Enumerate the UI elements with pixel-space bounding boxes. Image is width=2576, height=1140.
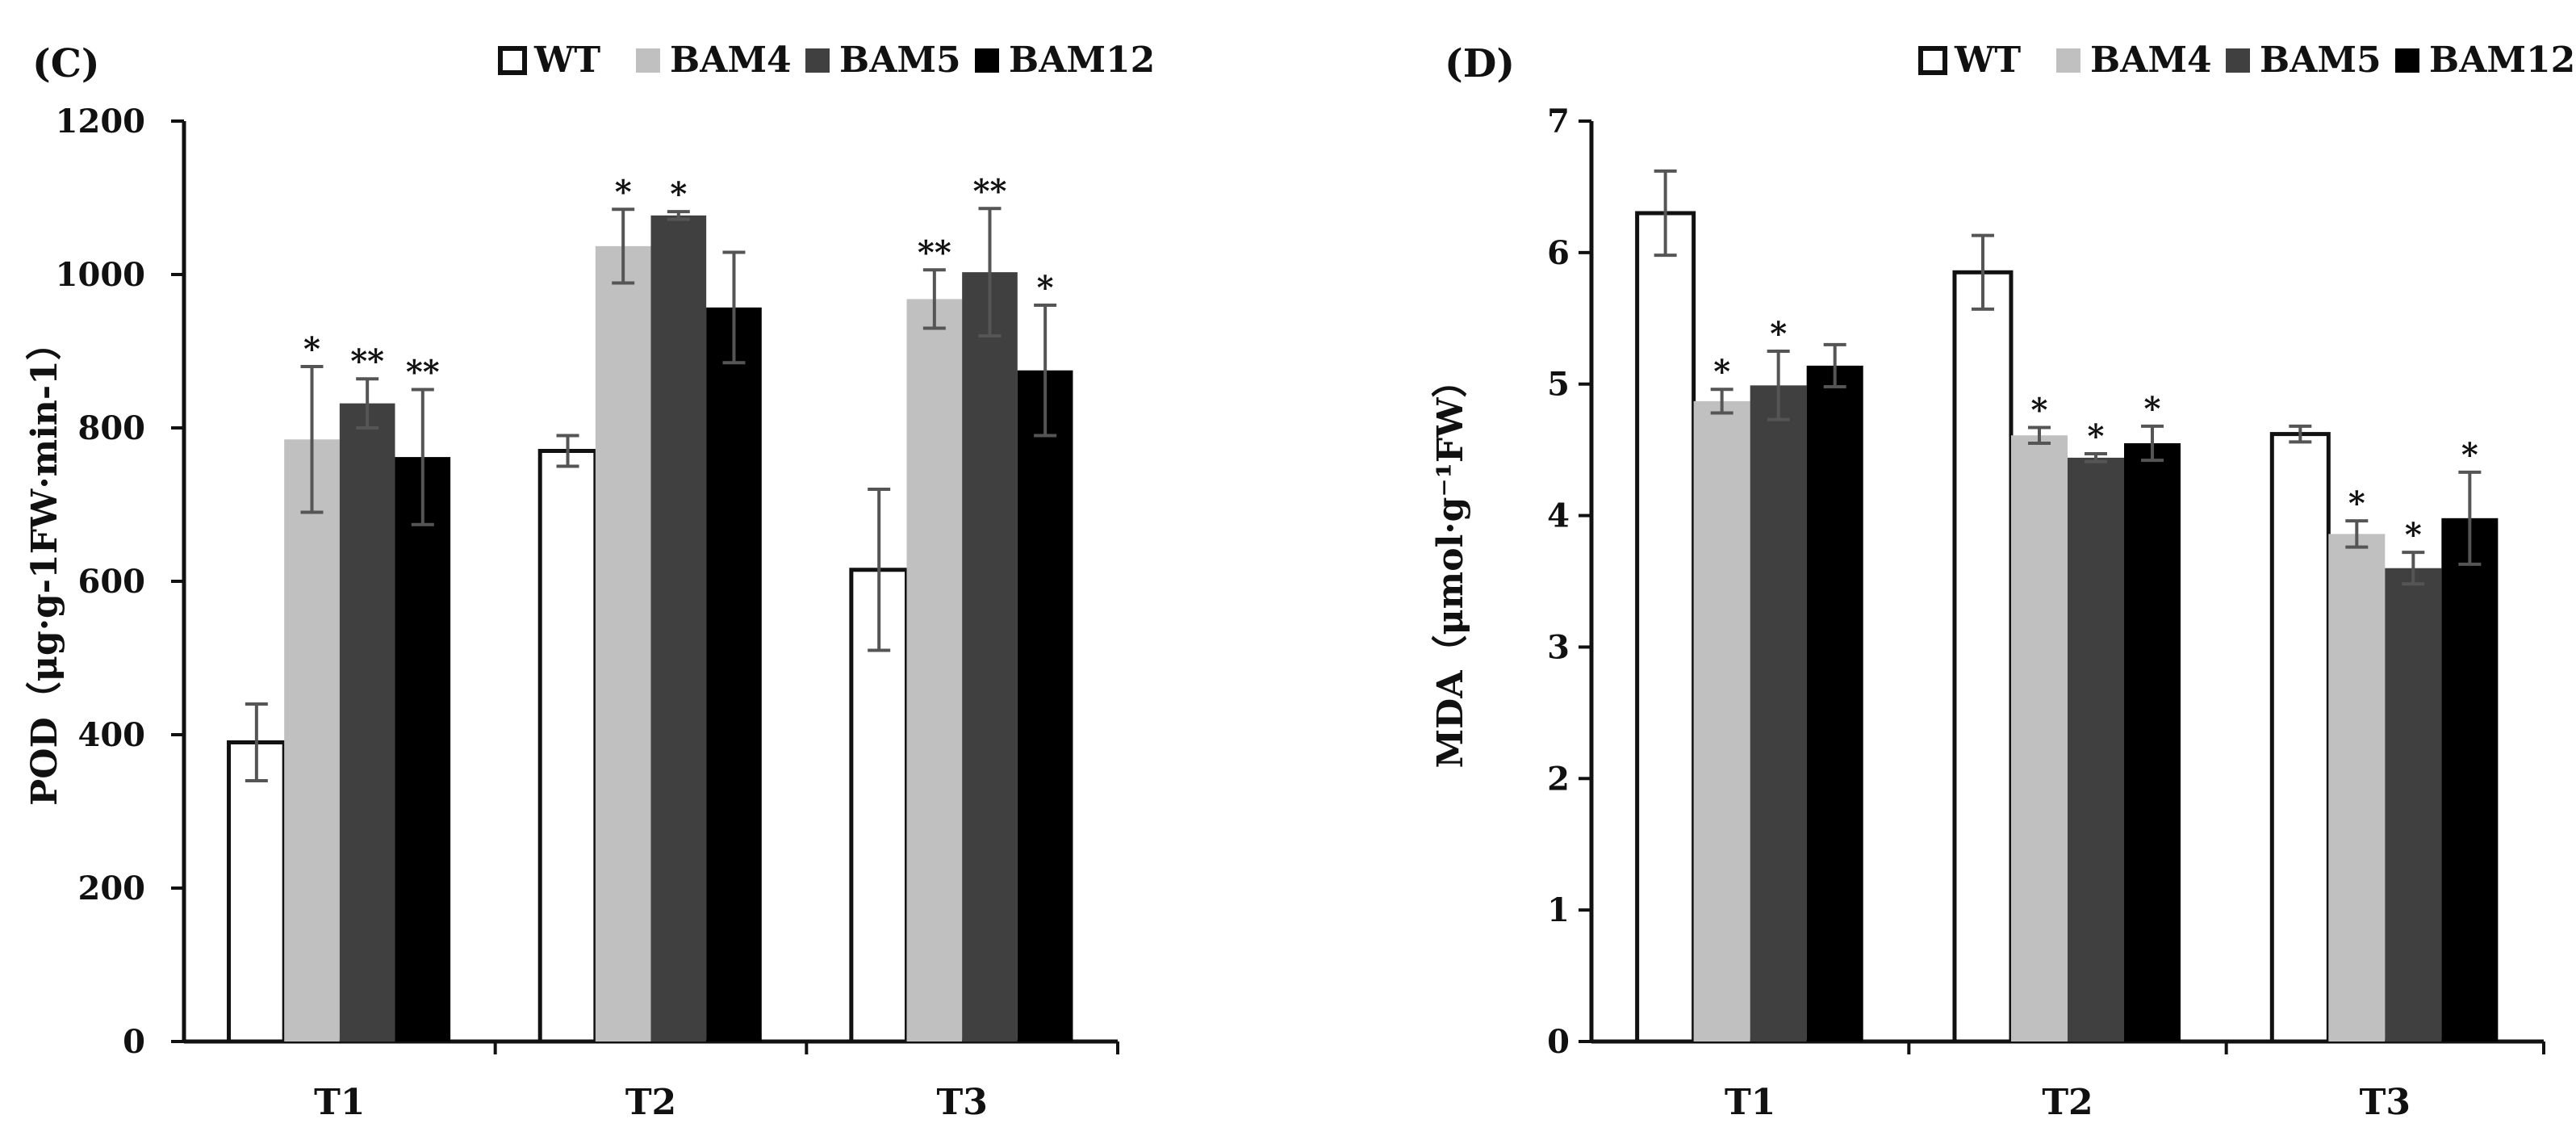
legend-label: BAM4 (670, 40, 792, 81)
bar-bam4-t1 (1693, 400, 1750, 1042)
bar-bam5-t3 (2385, 568, 2442, 1042)
significance-mark: * (670, 175, 687, 213)
x-tick-label: T2 (625, 1082, 676, 1123)
y-tick-label: 5 (1547, 366, 1570, 404)
bar-wt-t2 (1952, 270, 2014, 1044)
significance-mark: * (2461, 436, 2478, 474)
bar-bam4-t2 (2010, 435, 2068, 1042)
bar-bam12-t1 (1806, 365, 1863, 1042)
x-tick-label: T1 (314, 1082, 365, 1123)
chart-panel-D: (D) 0 1 2 3 4 5 6 7 MDA（μmol·g⁻¹FW） T1 * * T2 * * * T3 * * *… (1430, 40, 2575, 1123)
y-tick-label: 3 (1547, 628, 1570, 666)
x-tick-label: T3 (936, 1082, 987, 1123)
significance-mark: * (2348, 484, 2365, 522)
bar-wt-t2 (537, 449, 598, 1044)
y-tick-label: 1 (1547, 891, 1570, 929)
significance-mark: ** (350, 342, 384, 380)
y-tick-label: 7 (1547, 103, 1570, 140)
y-tick-label: 400 (78, 716, 146, 754)
bar-bam12-t3 (1017, 370, 1073, 1042)
bar-bam12-t3 (2441, 518, 2499, 1042)
legend-label: BAM4 (2090, 40, 2212, 81)
legend-item-wt: WT (498, 40, 600, 81)
y-tick-label: 200 (78, 870, 146, 907)
legend-swatch (2226, 48, 2250, 73)
significance-mark: * (615, 173, 632, 211)
significance-mark: ** (406, 354, 440, 392)
legend-label: WT (1954, 40, 2021, 81)
legend-item-wt: WT (1918, 40, 2021, 81)
y-tick-label: 1000 (56, 256, 145, 294)
panel-label: (C) (32, 41, 100, 86)
legend-label: BAM12 (2429, 40, 2575, 81)
bar-bam5-t1 (1750, 385, 1807, 1042)
legend-swatch (636, 48, 660, 73)
legend-item-bam5: BAM5 (2226, 40, 2382, 81)
x-tick-label: T2 (2042, 1082, 2093, 1123)
x-tick-label: T3 (2360, 1082, 2411, 1123)
legend-item-bam4: BAM4 (636, 40, 792, 81)
y-tick-label: 2 (1547, 760, 1570, 798)
panel-label: (D) (1445, 41, 1515, 86)
significance-mark: ** (918, 233, 951, 271)
bar-bam12-t2 (2124, 443, 2181, 1042)
legend-item-bam5: BAM5 (805, 40, 961, 81)
legend-swatch (498, 46, 527, 75)
bar-bam4-t3 (906, 299, 963, 1042)
legend-label: BAM5 (2260, 40, 2382, 81)
legend-swatch (1918, 46, 1947, 75)
legend-item-bam4: BAM4 (2056, 40, 2212, 81)
legend-swatch (975, 48, 999, 73)
legend-item-bam12: BAM12 (975, 40, 1155, 81)
bar-bam5-t1 (339, 403, 395, 1042)
y-tick-label: 4 (1547, 497, 1570, 535)
bar-wt-t1 (227, 740, 286, 1044)
significance-mark: * (1770, 315, 1787, 353)
legend-label: WT (533, 40, 600, 81)
bar-bam5-t3 (962, 272, 1018, 1042)
chart-panel-C: (C) 0 200 400 600 800 1000 1200 POD（μg·g-1FW·min… (24, 40, 1155, 1123)
y-tick-label: 600 (78, 563, 146, 601)
significance-mark: * (1037, 269, 1054, 307)
y-tick-label: 0 (1547, 1023, 1570, 1061)
bar-wt-t3 (2269, 432, 2331, 1044)
significance-mark: * (2405, 516, 2422, 554)
y-axis-title: POD（μg·g-1FW·min-1） (24, 325, 65, 806)
y-tick-label: 0 (123, 1023, 145, 1061)
bar-bam4-t3 (2328, 534, 2386, 1042)
bar-bam5-t2 (2068, 457, 2125, 1042)
bar-wt-t1 (1635, 211, 1696, 1044)
significance-mark: * (1713, 353, 1730, 391)
bar-bam12-t1 (395, 457, 451, 1042)
legend-swatch (2395, 48, 2419, 73)
y-tick-label: 800 (78, 409, 146, 447)
legend-item-bam12: BAM12 (2395, 40, 2575, 81)
legend-swatch (805, 48, 830, 73)
significance-mark: * (2088, 417, 2105, 455)
legend-label: BAM12 (1009, 40, 1155, 81)
x-tick-label: T1 (1725, 1082, 1775, 1123)
y-axis-title: MDA（μmol·g⁻¹FW） (1430, 362, 1471, 768)
legend-swatch (2056, 48, 2080, 73)
significance-mark: * (303, 330, 320, 368)
y-tick-label: 1200 (56, 103, 145, 140)
bar-bam4-t1 (284, 439, 340, 1042)
bar-bam4-t2 (595, 245, 651, 1042)
significance-mark: * (2031, 391, 2048, 429)
legend-label: BAM5 (839, 40, 961, 81)
significance-mark: * (2144, 390, 2161, 428)
y-tick-label: 6 (1547, 234, 1570, 272)
bar-bam5-t2 (650, 215, 707, 1042)
significance-mark: ** (973, 172, 1007, 210)
bar-bam12-t2 (706, 307, 762, 1042)
